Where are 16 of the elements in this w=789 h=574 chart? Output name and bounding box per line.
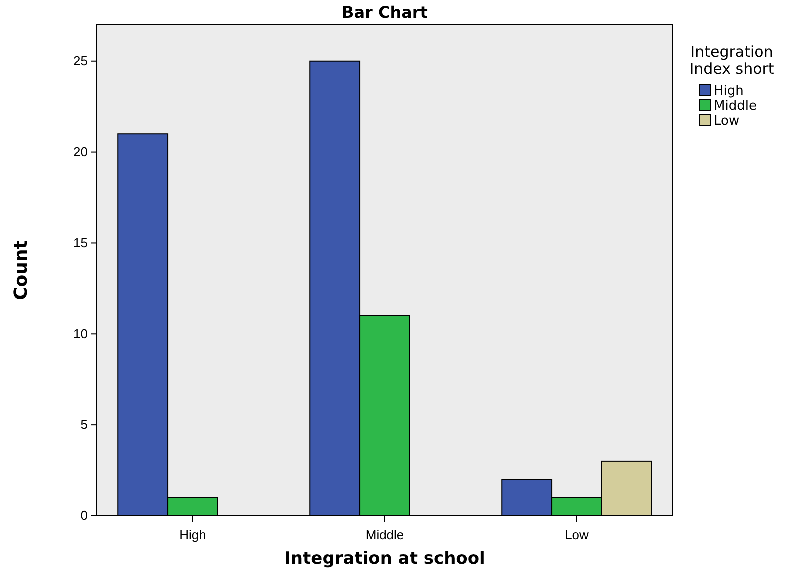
y-tick-label: 20 xyxy=(74,144,88,160)
legend-label: Middle xyxy=(714,99,757,114)
legend-label: High xyxy=(714,84,744,99)
y-tick-label: 25 xyxy=(74,54,88,69)
y-tick-label: 5 xyxy=(80,417,88,432)
chart-title: Bar Chart xyxy=(342,3,428,22)
y-tick-label: 0 xyxy=(80,508,88,524)
y-tick-label: 15 xyxy=(74,235,88,250)
y-tick-label: 10 xyxy=(74,326,88,342)
x-axis-title: Integration at school xyxy=(284,549,486,569)
x-tick-label: High xyxy=(180,527,206,542)
x-tick-label: Middle xyxy=(366,527,404,542)
x-tick-label: Low xyxy=(565,527,590,542)
legend-label: Low xyxy=(714,114,740,129)
y-axis-title: Count xyxy=(11,240,32,300)
legend-title: Integration Index short xyxy=(690,43,774,78)
